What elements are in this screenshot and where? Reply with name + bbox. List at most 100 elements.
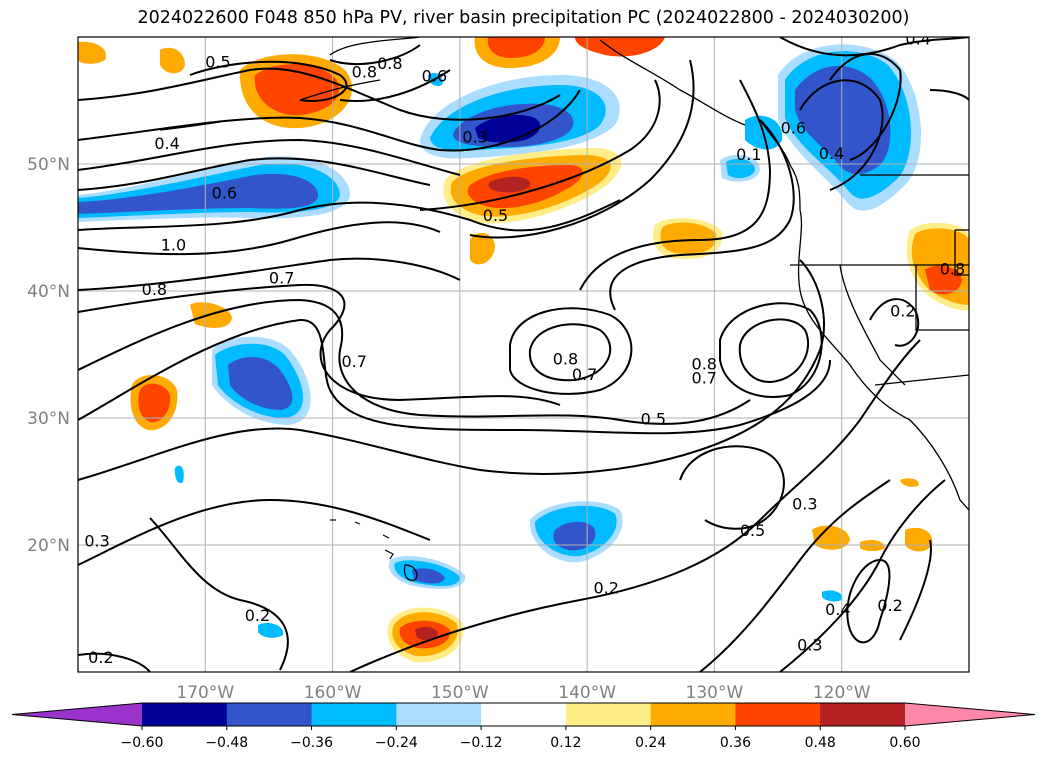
lon-tick-label: 170°W <box>176 683 234 703</box>
contour-label: 0.7 <box>269 268 294 287</box>
contour-line <box>929 89 969 101</box>
contour-label: 0.2 <box>877 596 902 615</box>
shade-blob <box>905 527 933 552</box>
shade-blob <box>553 521 596 551</box>
colorbar-tick-label: 0.12 <box>550 735 581 751</box>
colorbar-segment <box>396 703 482 726</box>
contour-line <box>78 89 581 152</box>
contour-line <box>78 199 621 232</box>
contour-line <box>579 79 772 291</box>
contour-line <box>349 339 921 672</box>
contour-label: 0.3 <box>792 494 817 513</box>
colorbar-tick-label: −0.24 <box>375 735 418 751</box>
contour-line <box>609 119 795 311</box>
contour-line <box>78 221 441 256</box>
contour-line <box>78 498 431 566</box>
shade-blob <box>415 626 438 641</box>
contour-line <box>528 323 612 382</box>
contour-line <box>149 517 289 671</box>
contour-line <box>869 298 920 347</box>
shade-blob <box>160 47 185 74</box>
contour-line <box>78 138 461 176</box>
border-line <box>915 265 969 331</box>
contour-label: 0.7 <box>341 352 366 371</box>
shade-blob <box>138 383 171 423</box>
contour-line <box>78 259 825 481</box>
contour-line <box>899 539 932 641</box>
contour-line <box>846 558 891 644</box>
contour-label: 0.2 <box>594 578 619 597</box>
map-frame <box>77 36 970 673</box>
shade-blob <box>78 41 106 64</box>
lat-tick-label: 20°N <box>27 536 70 556</box>
shade-blob <box>925 265 962 295</box>
contour-label: 0.7 <box>572 365 597 384</box>
colorbar-segment <box>311 703 397 726</box>
contour-label: 0.3 <box>84 531 109 550</box>
shade-blob <box>78 173 319 214</box>
colorbar-segment <box>226 703 313 726</box>
contour-line <box>469 59 695 239</box>
contour-label: 0.5 <box>740 521 765 540</box>
colorbar-segment <box>481 703 567 726</box>
contour-line <box>339 69 451 102</box>
contour-line <box>799 79 884 191</box>
contour-label: 0.8 <box>940 259 965 278</box>
aleutian-islands-west <box>159 121 221 131</box>
lon-tick-label: 140°W <box>558 683 616 703</box>
island <box>382 534 390 539</box>
gridlines <box>78 37 969 672</box>
contour-line <box>419 79 661 211</box>
contour-label: 0.5 <box>483 206 508 225</box>
contour-line <box>78 283 561 406</box>
colorbar-tick-label: 0.36 <box>720 735 751 751</box>
shade-blob <box>228 356 293 410</box>
contour-label: 0.5 <box>641 409 666 428</box>
contour-label: 0.2 <box>88 648 113 667</box>
coastlines <box>159 37 969 511</box>
colorbar-tick-label: 0.48 <box>805 735 836 751</box>
contour-line <box>329 44 421 66</box>
contour-label: 0.3 <box>797 635 822 654</box>
colorbar-segment <box>565 703 652 726</box>
contour-label: 0.6 <box>422 66 447 85</box>
colorbar: −0.60 −0.48 −0.36 −0.24 −0.12 0.12 0.24 0.36 0.4… <box>11 702 1036 751</box>
lon-tick-label: 120°W <box>813 683 871 703</box>
contour-line <box>78 67 561 121</box>
contour-label: 0.7 <box>692 369 717 388</box>
alaska-coast <box>599 39 746 126</box>
lat-tick-label: 40°N <box>27 282 70 302</box>
colorbar-tick-label: −0.36 <box>290 735 333 751</box>
shade-blob <box>412 568 445 584</box>
lon-tick-label: 130°W <box>686 683 744 703</box>
colorbar-segment <box>735 703 821 726</box>
pv-contours <box>78 37 969 672</box>
shade-blob <box>900 478 919 487</box>
lat-tick-label: 30°N <box>27 409 70 429</box>
shade-blob <box>258 623 284 638</box>
shade-blob <box>660 222 717 254</box>
contour-line <box>719 302 823 398</box>
hawaiian-islands <box>330 519 418 581</box>
contour-labels: 0.50.8 0.80.60.40.61.00.80.70.30.50.7 0.80… <box>84 30 965 667</box>
island <box>384 549 394 560</box>
colorbar-tick-label: −0.48 <box>205 735 248 751</box>
contour-label: 0.4 <box>154 134 179 153</box>
contour-line <box>189 60 348 102</box>
map-title: 2024022600 F048 850 hPa PV, river basin … <box>137 8 910 28</box>
contour-line <box>779 37 969 57</box>
contour-label: 0.8 <box>692 355 717 374</box>
colorbar-extend-high <box>905 703 1035 726</box>
lon-tick-label: 150°W <box>431 683 489 703</box>
latitude-labels: 20°N 30°N 40°N 50°N <box>27 155 70 556</box>
contour-label: 0.4 <box>905 30 930 49</box>
island <box>354 521 361 525</box>
longitude-labels: 170°W 160°W 150°W 140°W 130°W 120°W <box>176 683 870 703</box>
shade-blob <box>575 37 665 57</box>
contour-line <box>78 157 431 191</box>
colorbar-tick-label: −0.60 <box>121 735 164 751</box>
bc-coast <box>759 119 801 211</box>
contour-line <box>78 298 751 425</box>
colorbar-tick-label: 0.24 <box>635 735 666 751</box>
contour-line <box>78 318 831 435</box>
